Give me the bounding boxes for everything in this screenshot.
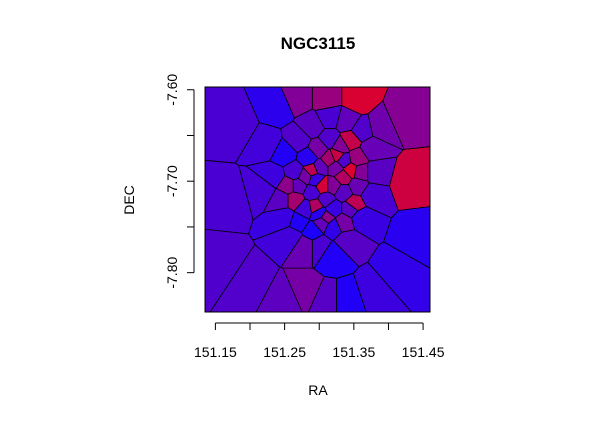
voronoi-cell [309, 206, 327, 222]
voronoi-cell [308, 173, 327, 187]
voronoi-cells [204, 86, 431, 313]
x-tick-label: 151.25 [263, 344, 306, 360]
y-tick-label: -7.60 [164, 74, 180, 106]
voronoi-cell [353, 162, 369, 182]
plot-border [204, 86, 431, 313]
y-tick-label: -7.70 [164, 165, 180, 197]
voronoi-cell [320, 209, 336, 224]
y-axis-label: DEC [121, 185, 137, 215]
x-tick-label: 151.45 [402, 344, 445, 360]
voronoi-cell [292, 178, 308, 195]
voronoi-cell [336, 151, 352, 169]
x-tick-label: 151.35 [332, 344, 375, 360]
voronoi-cell [341, 200, 359, 219]
axes: 151.15 151.25 151.35 151.45 -7.60 -7.70 -7.80 [164, 74, 445, 360]
voronoi-cell [302, 162, 319, 177]
y-tick-label: -7.80 [164, 257, 180, 289]
x-axis-label: RA [308, 382, 328, 398]
x-tick-label: 151.15 [194, 344, 237, 360]
chart-title: NGC3115 [281, 34, 356, 53]
